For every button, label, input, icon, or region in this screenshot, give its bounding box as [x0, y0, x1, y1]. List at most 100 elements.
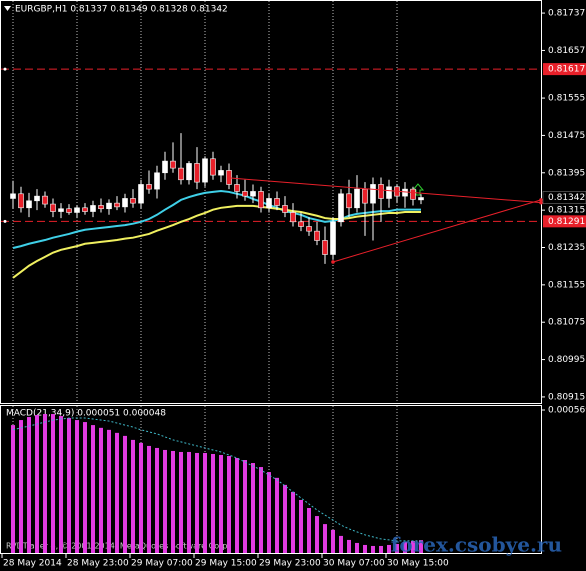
candle-body [354, 188, 360, 209]
candle-body [234, 184, 240, 192]
macd-bar [19, 420, 23, 553]
macd-bar [99, 427, 103, 553]
macd-bar [163, 449, 167, 553]
macd-bar [139, 442, 143, 553]
candle-body [274, 198, 280, 206]
level-label-bg [543, 63, 586, 76]
macd-bar [355, 542, 359, 553]
macd-bar [43, 414, 47, 553]
candle-body [322, 240, 328, 255]
candle-body [338, 193, 344, 223]
candle-body [418, 197, 424, 201]
level-anchor [3, 219, 7, 223]
macd-bar [395, 543, 399, 553]
macd-bar [339, 535, 343, 553]
current-price-label: 0.81342 [548, 193, 585, 203]
candle-body [210, 158, 216, 176]
candle-body [258, 191, 264, 209]
candle-body [178, 167, 184, 181]
x-tick-label: 28 May 23:00 [67, 559, 129, 569]
level-label: 0.81617 [548, 65, 585, 75]
candle-body [138, 184, 144, 204]
candle-body [34, 195, 40, 202]
y-tick-label: 0.81235 [548, 243, 585, 253]
macd-bar [347, 539, 351, 553]
macd-bar [75, 420, 79, 553]
macd-bar [275, 477, 279, 553]
macd-bar [115, 432, 119, 553]
macd-bar [147, 445, 151, 553]
macd-bar [371, 545, 375, 553]
candle-body [58, 208, 64, 212]
macd-bar [331, 529, 335, 553]
menu-triangle[interactable] [4, 6, 11, 11]
macd-bar [387, 544, 391, 553]
candle-body [266, 198, 272, 209]
candle-body [346, 193, 352, 209]
y-tick-label: 0.81315 [548, 206, 585, 216]
candle-body [298, 221, 304, 227]
candle-body [74, 207, 80, 213]
macd-bar [211, 453, 215, 553]
y-tick-label: 0.81657 [548, 46, 585, 56]
macd-bar [123, 435, 127, 553]
macd-bar [195, 452, 199, 553]
macd-bar [299, 499, 303, 553]
chart-title: EURGBP,H1 0.81337 0.81349 0.81328 0.8134… [15, 5, 228, 15]
trendline-point [539, 200, 543, 205]
candle-body [114, 202, 120, 208]
candle-body [402, 188, 408, 197]
moving-average [12, 189, 421, 249]
macd-bar [219, 454, 223, 553]
macd-bar [59, 416, 63, 553]
macd-bar [171, 450, 175, 553]
macd-bar [155, 447, 159, 553]
macd-bar [67, 418, 71, 553]
watermark: forex.csobye.ru [391, 533, 562, 557]
macd-bar [11, 425, 15, 553]
y-tick-label: 0.81555 [548, 94, 585, 104]
candle-body [306, 226, 312, 232]
x-tick-label: 30 May 07:00 [323, 559, 385, 569]
candle-body [66, 208, 72, 213]
macd-bar [187, 451, 191, 553]
macd-bar [419, 540, 423, 553]
candle-body [242, 191, 248, 197]
x-tick-label: 29 May 23:00 [259, 559, 321, 569]
candle-body [250, 191, 256, 197]
candle-body [146, 184, 152, 190]
y-tick-label: 0.000569 [548, 406, 586, 416]
candle-body [218, 170, 224, 176]
x-tick-label: 30 May 15:00 [387, 559, 449, 569]
candle-body [378, 184, 384, 199]
candle-body [90, 205, 96, 212]
y-tick-label: 0.81737 [548, 9, 585, 19]
moving-average [12, 204, 421, 279]
macd-bar [323, 524, 327, 553]
trendline-point [331, 260, 335, 264]
trendline [228, 177, 542, 204]
trendline [332, 199, 542, 263]
candle-body [50, 203, 56, 212]
macd-bar [283, 484, 287, 553]
level-label-bg [543, 215, 586, 228]
candle-body [194, 163, 200, 183]
level-anchor [3, 67, 7, 71]
current-price-bg [542, 191, 586, 204]
macd-bar [251, 463, 255, 553]
macd-bar [83, 422, 87, 553]
macd-bar [51, 414, 55, 553]
candle-body [282, 205, 288, 213]
candle-body [314, 230, 320, 241]
candle-body [26, 200, 32, 209]
macd-bar [379, 545, 383, 553]
y-tick-label: 0.80915 [548, 392, 585, 402]
candle-body [122, 198, 128, 208]
candle-body [410, 188, 416, 200]
macd-bar [291, 491, 295, 553]
macd-bar [243, 460, 247, 553]
y-tick-label: 0.81075 [548, 318, 585, 328]
candle-body [130, 198, 136, 204]
candle-body [290, 212, 296, 223]
